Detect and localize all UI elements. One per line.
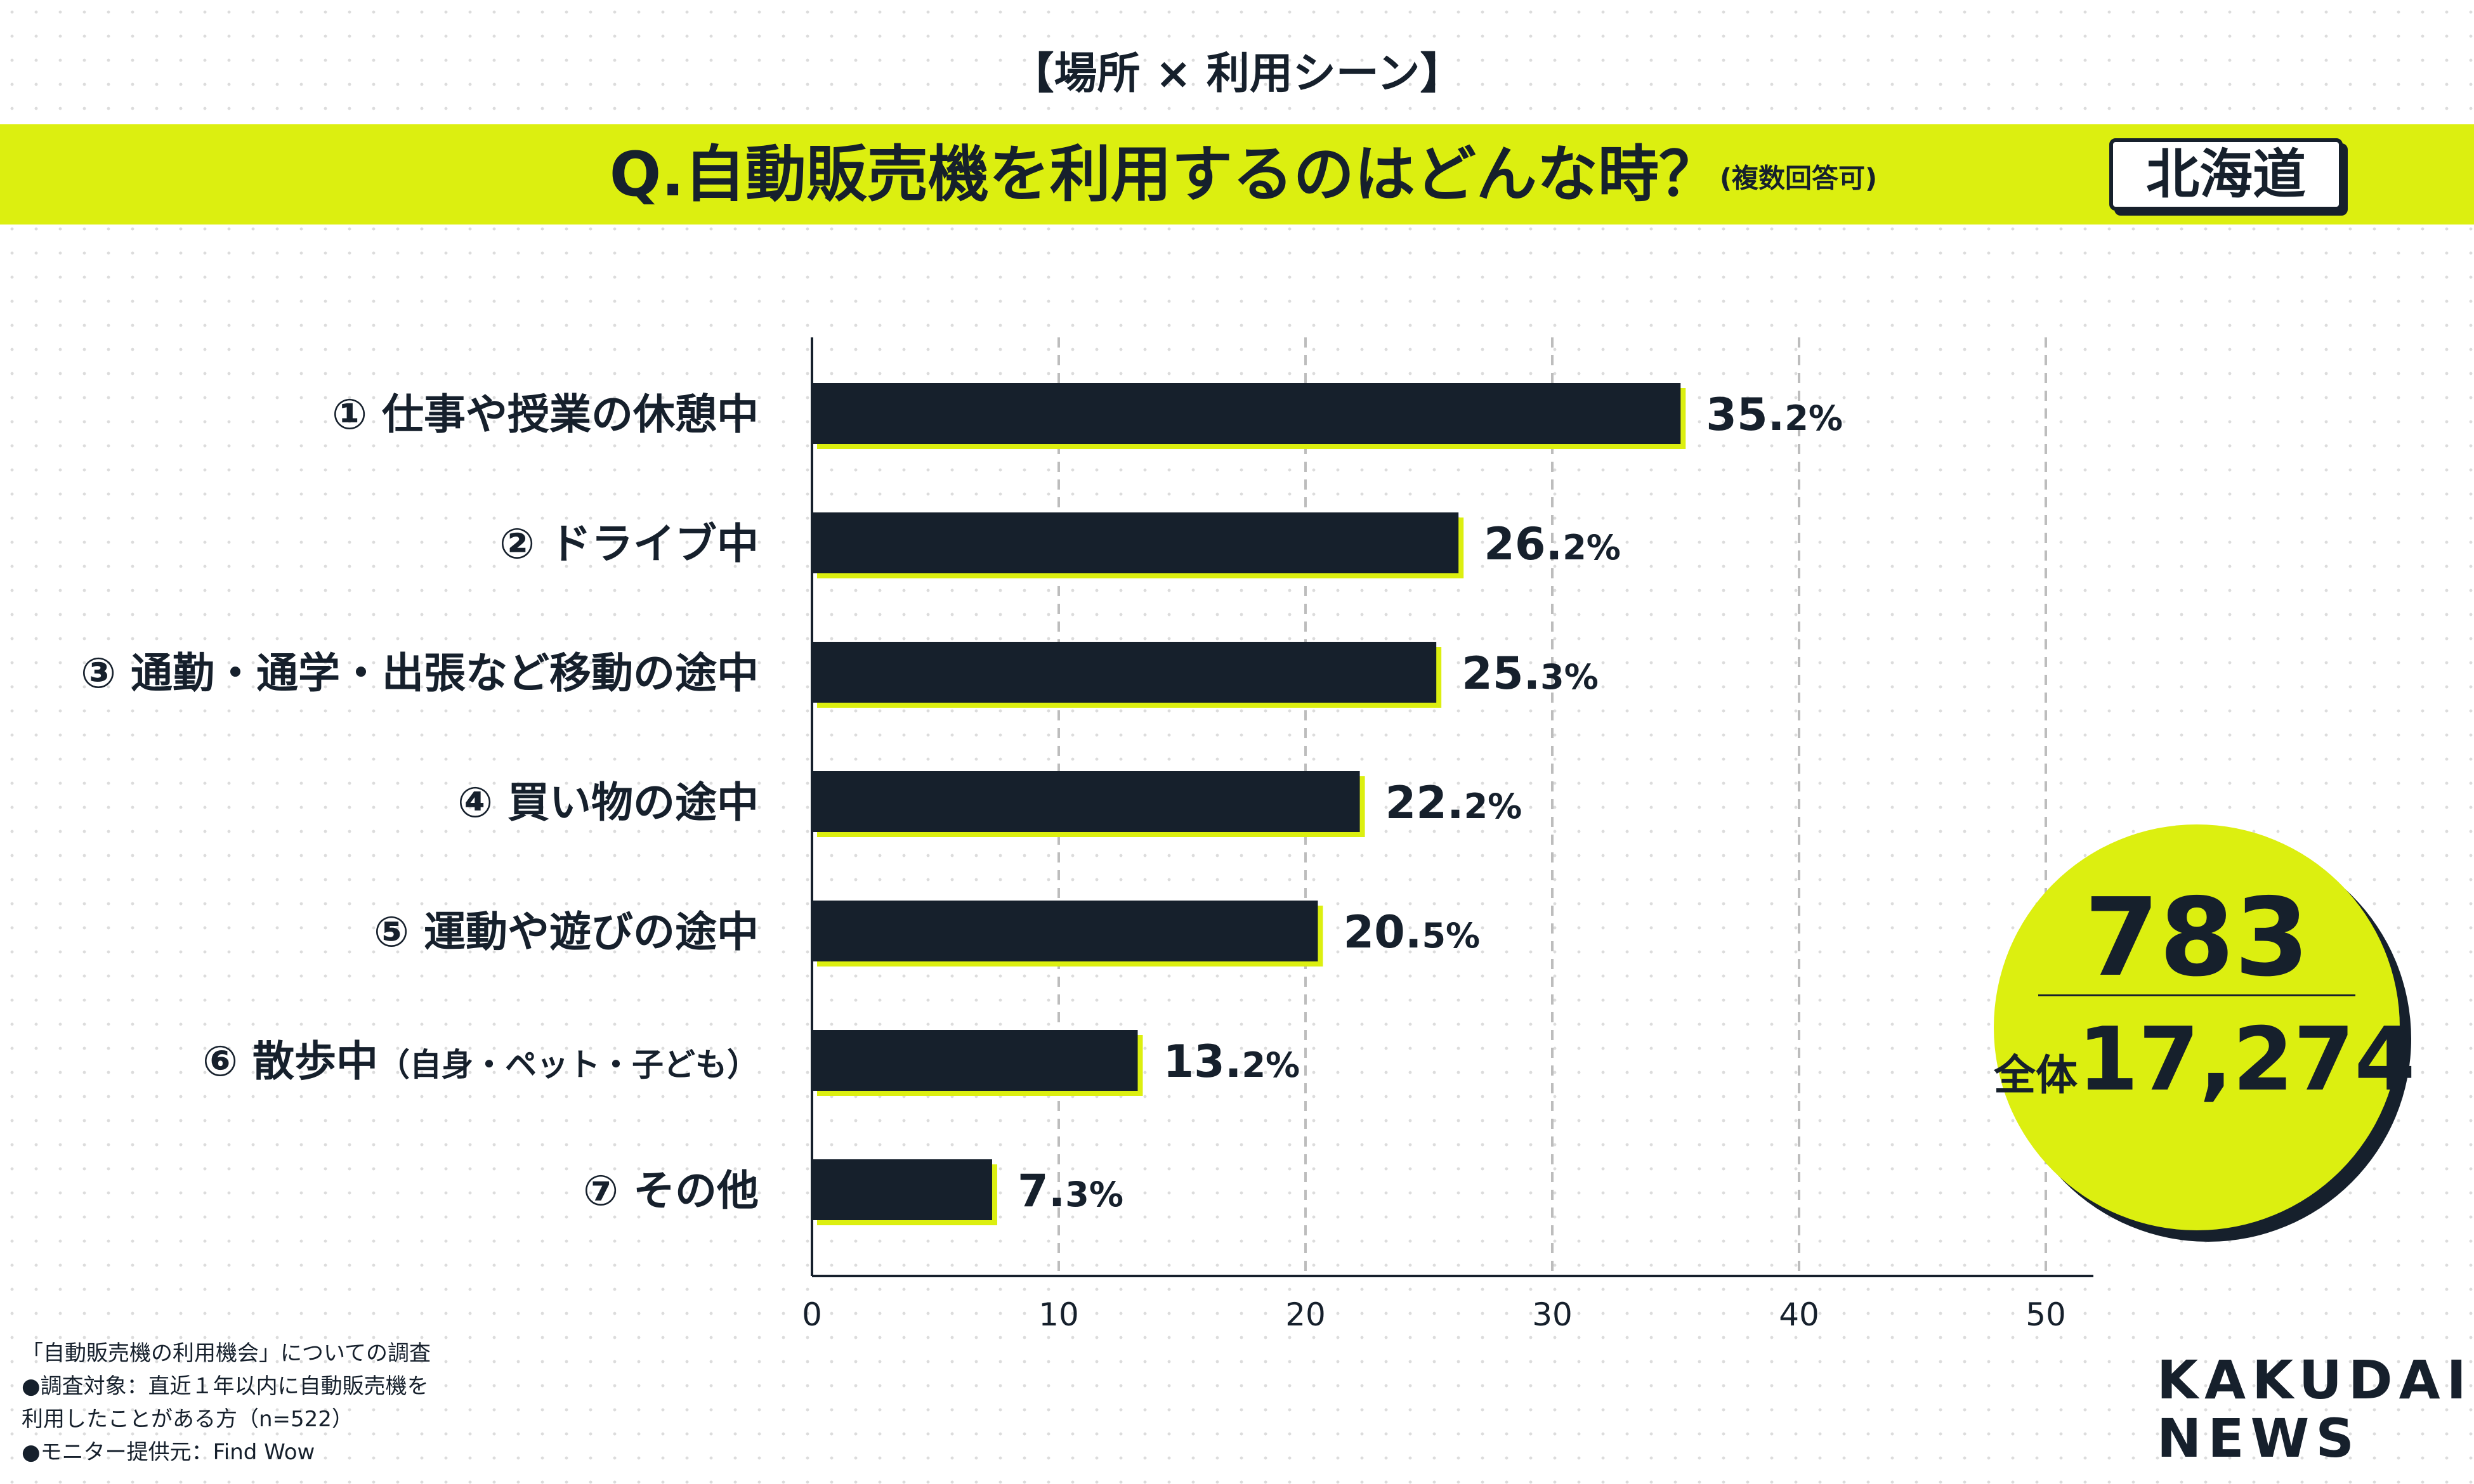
x-tick-label: 10	[1038, 1296, 1079, 1333]
value-label: 26.2%	[1484, 518, 1621, 570]
category-label: ④ 買い物の途中	[457, 778, 759, 827]
x-tick-label: 50	[2026, 1296, 2066, 1333]
category-label: ⑦ その他	[583, 1166, 759, 1215]
footnote-line: ●調査対象：直近１年以内に自動販売機を	[22, 1374, 429, 1399]
total-respondents: 全体17,274	[1994, 1008, 2416, 1110]
footnotes: 「自動販売機の利用機会」についての調査 ●調査対象：直近１年以内に自動販売機を …	[22, 1337, 431, 1469]
category-label: ① 仕事や授業の休憩中	[332, 390, 759, 439]
bar	[812, 1030, 1138, 1091]
x-tick-label: 0	[802, 1296, 822, 1333]
question-text: Q.自動販売機を利用するのはどんな時？	[609, 139, 1720, 210]
title-band	[0, 124, 2474, 225]
region-badge: 北海道	[2109, 138, 2343, 211]
footnote-line: 「自動販売機の利用機会」についての調査	[22, 1341, 431, 1366]
category-label: ⑤ 運動や遊びの途中	[374, 908, 759, 956]
value-label: 22.2%	[1385, 777, 1522, 829]
bar	[812, 771, 1360, 832]
respondent-count: 783	[2084, 875, 2310, 1001]
question-title: Q.自動販売機を利用するのはどんな時？(複数回答可)	[0, 124, 2474, 225]
bar	[812, 1159, 992, 1220]
value-label: 25.3%	[1462, 648, 1599, 700]
total-value: 17,274	[2078, 1008, 2416, 1110]
value-label: 35.2%	[1706, 389, 1843, 441]
value-label: 20.5%	[1343, 906, 1480, 958]
bar	[812, 642, 1437, 703]
bar	[812, 512, 1459, 573]
category-label: ③ 通勤・通学・出張など移動の途中	[81, 649, 759, 698]
bar	[812, 383, 1681, 444]
logo-line-1: KAKUDAI	[2157, 1349, 2473, 1411]
value-label: 7.3%	[1018, 1165, 1123, 1217]
category-label: ⑥ 散歩中（自身・ペット・子ども）	[202, 1037, 759, 1086]
bar	[812, 901, 1318, 961]
footnote-line: ●モニター提供元：Find Wow	[22, 1440, 315, 1465]
badge-divider	[2038, 994, 2355, 996]
value-label: 13.2%	[1163, 1036, 1300, 1088]
question-note: (複数回答可)	[1719, 162, 1878, 194]
category-label: ② ドライブ中	[499, 519, 759, 568]
x-tick-label: 40	[1779, 1296, 1819, 1333]
logo-line-2: NEWS	[2157, 1407, 2360, 1469]
kakudai-news-logo: KAKUDAI NEWS	[2157, 1351, 2473, 1468]
respondent-badge	[1994, 824, 2400, 1230]
footnote-line: 利用したことがある方（n=522）	[22, 1407, 353, 1432]
x-tick-label: 20	[1285, 1296, 1326, 1333]
x-tick-label: 30	[1532, 1296, 1573, 1333]
chart-subtitle: 【場所 × 利用シーン】	[1011, 49, 1463, 99]
total-label: 全体	[1994, 1051, 2078, 1100]
